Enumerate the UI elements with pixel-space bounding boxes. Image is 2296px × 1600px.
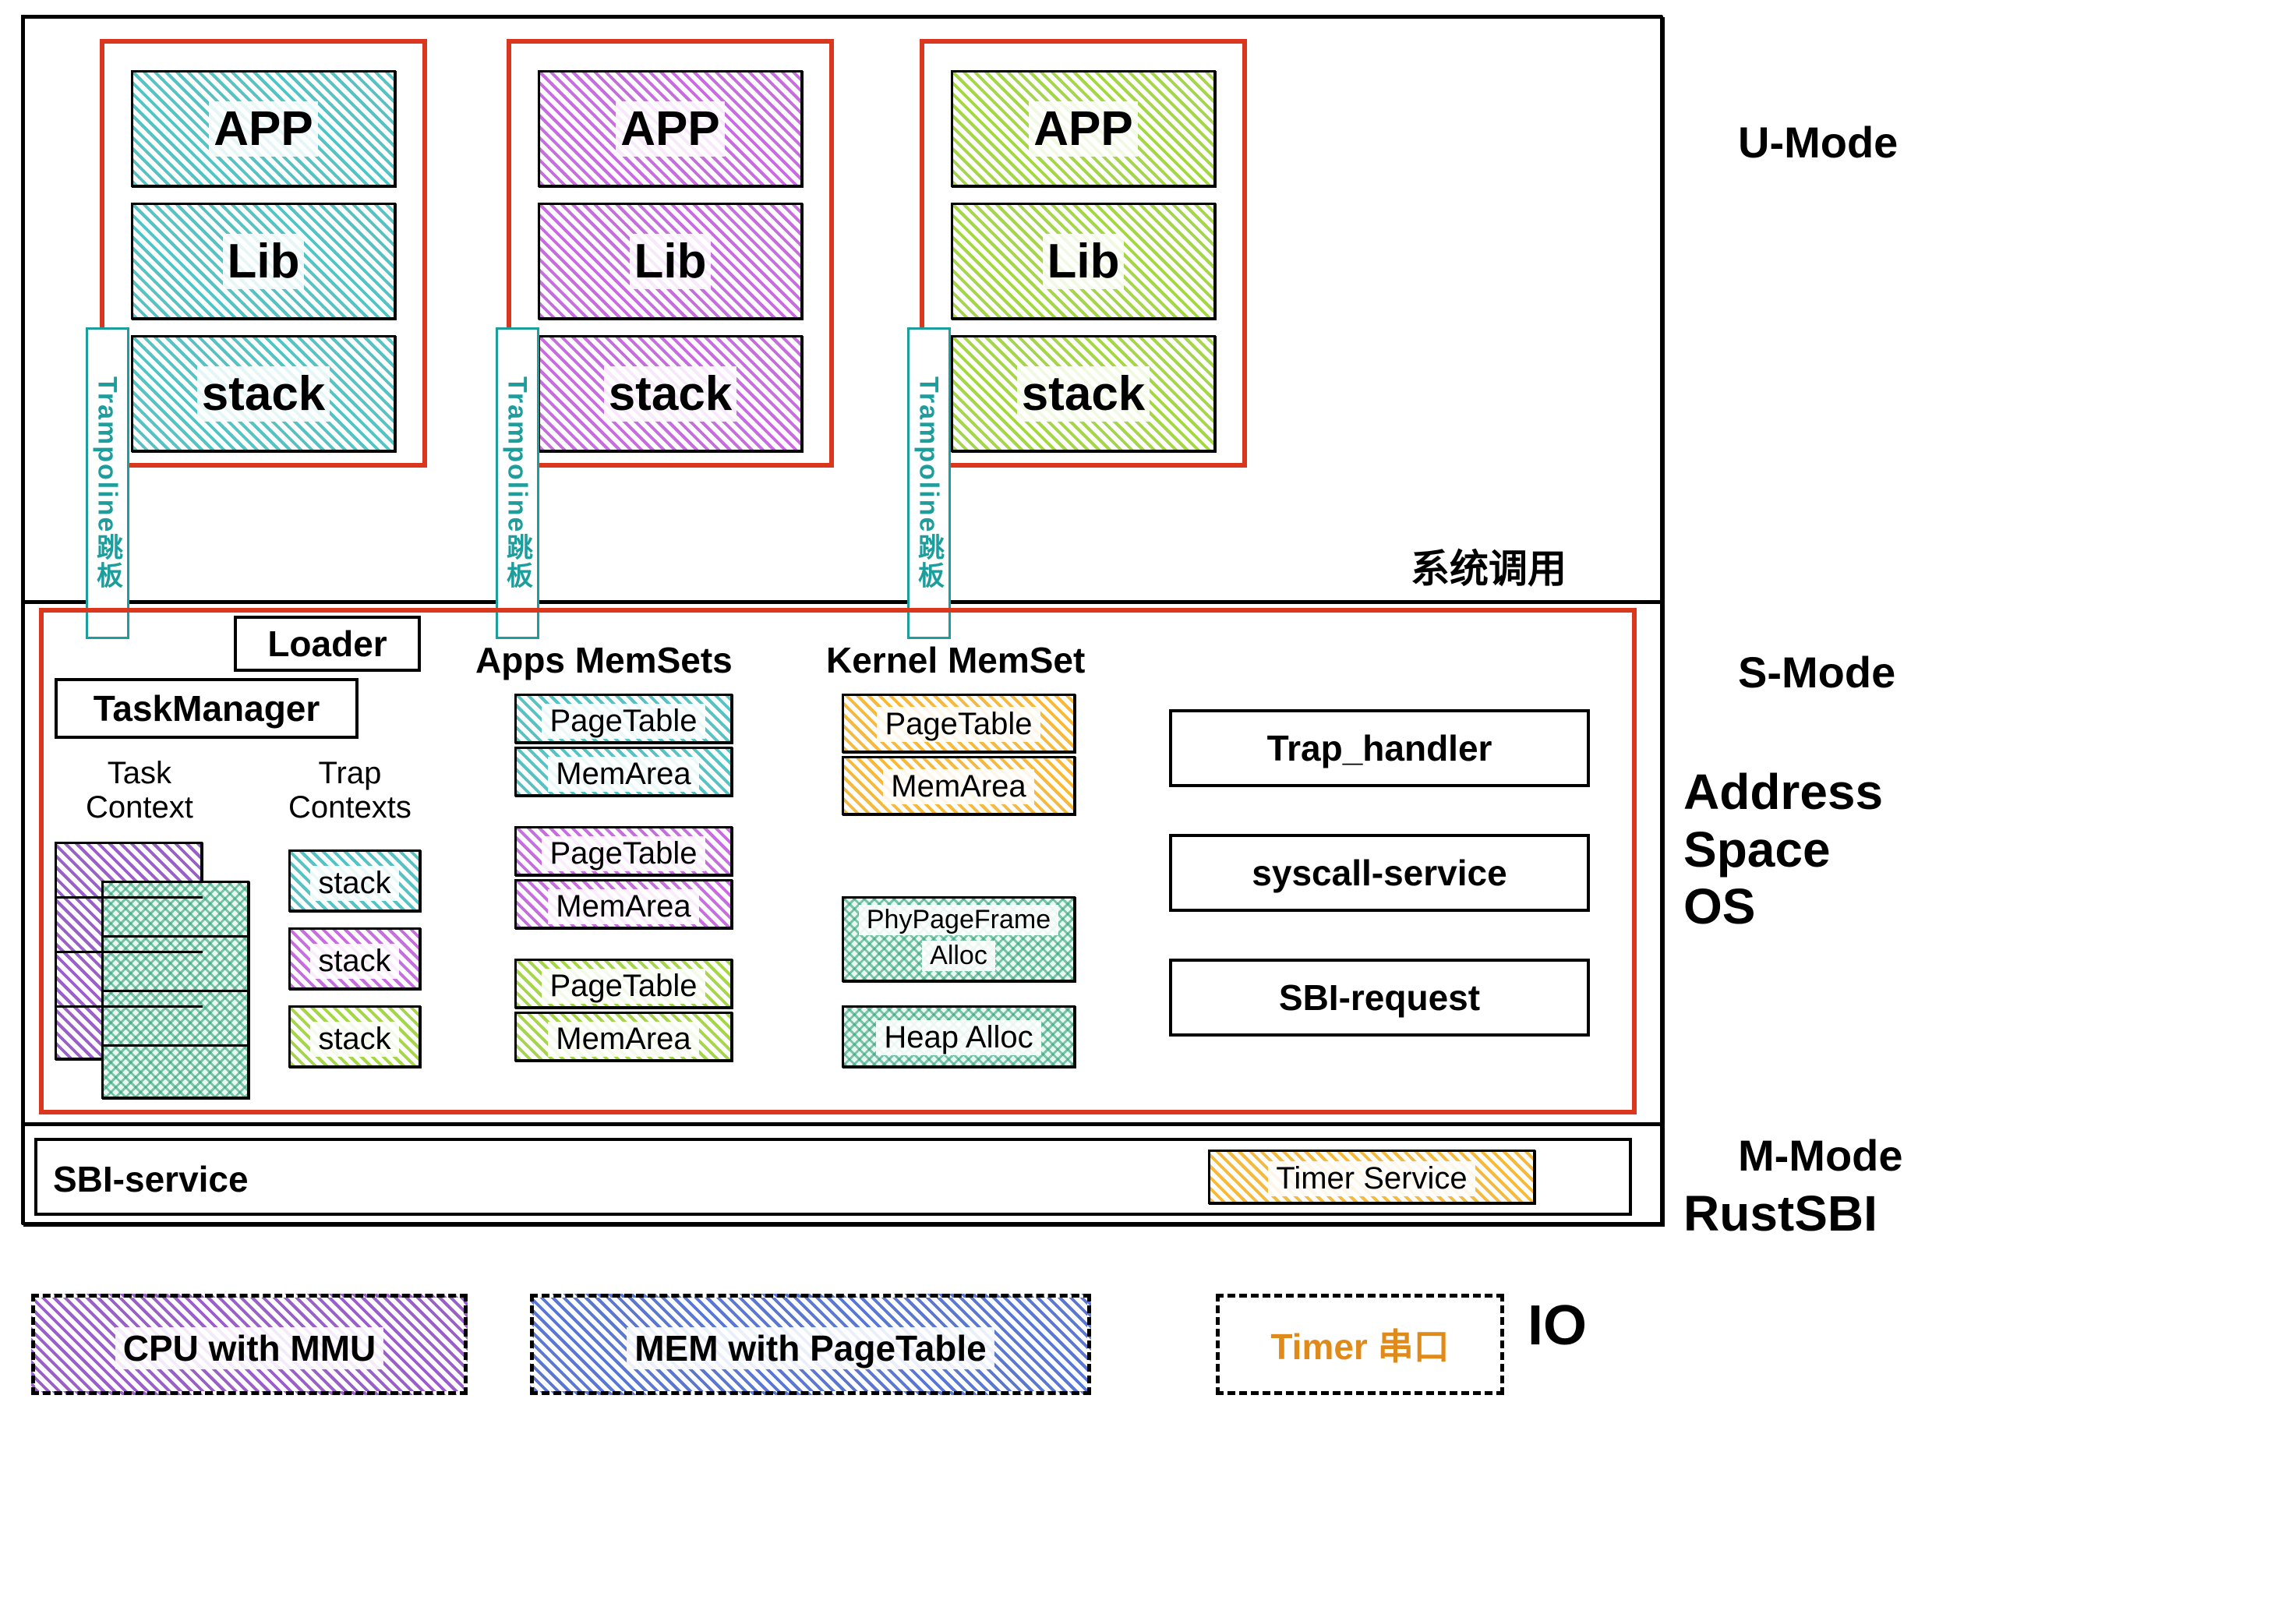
loader-box: Loader — [234, 616, 421, 672]
app1-app-label: APP — [209, 101, 317, 157]
s-mode-label: S-Mode — [1738, 647, 1895, 698]
memset1-page-label: PageTable — [542, 704, 705, 739]
memset3-area-label: MemArea — [548, 1022, 698, 1057]
cpu-box: CPU with MMU — [31, 1294, 468, 1395]
task-manager-label: TaskManager — [94, 687, 320, 729]
rustsbi-label: RustSBI — [1683, 1185, 1877, 1242]
mem-label: MEM with PageTable — [627, 1327, 994, 1369]
memset1-page: PageTable — [514, 694, 733, 743]
divider-u-s — [22, 600, 1663, 604]
trap-stack-2: stack — [288, 927, 421, 990]
memset3-page-label: PageTable — [542, 969, 705, 1004]
memset2-area-label: MemArea — [548, 889, 698, 924]
kernel-area: MemArea — [842, 756, 1076, 815]
phy-frame-l2: Alloc — [922, 941, 995, 971]
trap-stack-2-label: stack — [310, 944, 398, 979]
heap-alloc: Heap Alloc — [842, 1005, 1076, 1068]
app1-stack: stack — [131, 335, 396, 452]
trap-stack-1: stack — [288, 849, 421, 912]
trap-stack-1-label: stack — [310, 866, 398, 901]
trampoline-2: Trampoline跳板 — [496, 327, 539, 639]
app2-lib-label: Lib — [630, 234, 712, 289]
app2-app-label: APP — [616, 101, 724, 157]
addr-space-line3: OS — [1683, 878, 1883, 936]
task-context-title: Task Context — [86, 756, 193, 825]
app1-stack-label: stack — [197, 366, 330, 422]
loader-label: Loader — [267, 623, 387, 665]
memset2-area: MemArea — [514, 879, 733, 929]
kernel-page: PageTable — [842, 694, 1076, 753]
app3-app: APP — [951, 70, 1216, 187]
io-label: IO — [1528, 1294, 1587, 1358]
app3-stack-label: stack — [1017, 366, 1150, 422]
trampoline-2-text: Trampoline跳板 — [499, 376, 537, 589]
trampoline-3-text: Trampoline跳板 — [910, 376, 948, 589]
diagram-canvas: U-Mode 系统调用 APP Lib stack APP Lib stack … — [0, 0, 2296, 1600]
app3-lib-label: Lib — [1043, 234, 1125, 289]
syscall-label: 系统调用 — [1411, 538, 1567, 594]
phy-frame-l1: PhyPageFrame — [859, 905, 1058, 935]
timer-io-box: Timer 串口 — [1216, 1294, 1504, 1395]
mem-box: MEM with PageTable — [530, 1294, 1091, 1395]
kernel-area-label: MemArea — [883, 769, 1033, 804]
app2-stack-label: stack — [604, 366, 737, 422]
app3-lib: Lib — [951, 203, 1216, 320]
m-mode-label: M-Mode — [1738, 1130, 1903, 1181]
kernel-page-label: PageTable — [877, 707, 1040, 742]
timer-service-box: Timer Service — [1208, 1150, 1535, 1204]
u-mode-label: U-Mode — [1738, 117, 1898, 168]
memset2-page-label: PageTable — [542, 836, 705, 871]
trap-stack-3: stack — [288, 1005, 421, 1068]
divider-s-m — [22, 1122, 1663, 1126]
memset2-page: PageTable — [514, 826, 733, 876]
task-ctx-rows — [55, 842, 249, 1099]
timer-service-label: Timer Service — [1268, 1161, 1475, 1196]
kernel-memset-title: Kernel MemSet — [826, 639, 1085, 681]
trampoline-1-text: Trampoline跳板 — [89, 376, 127, 589]
app2-stack: stack — [538, 335, 803, 452]
addr-space-line1: Address — [1683, 764, 1883, 821]
app3-app-label: APP — [1029, 101, 1137, 157]
memset1-area-label: MemArea — [548, 757, 698, 792]
cpu-label: CPU with MMU — [115, 1327, 384, 1369]
syscall-service-box: syscall-service — [1169, 834, 1590, 912]
apps-memsets-title: Apps MemSets — [475, 639, 733, 681]
memset1-area: MemArea — [514, 747, 733, 796]
app1-lib: Lib — [131, 203, 396, 320]
sbi-request-box: SBI-request — [1169, 959, 1590, 1037]
addr-space-os-label: Address Space OS — [1683, 764, 1883, 936]
trap-contexts-title: Trap Contexts — [288, 756, 412, 825]
timer-io-label: Timer 串口 — [1270, 1319, 1449, 1370]
app1-app: APP — [131, 70, 396, 187]
trap-ctx-t2: Contexts — [288, 790, 412, 825]
app3-stack: stack — [951, 335, 1216, 452]
trap-handler-box: Trap_handler — [1169, 709, 1590, 787]
sbi-request-label: SBI-request — [1279, 977, 1480, 1019]
heap-alloc-label: Heap Alloc — [876, 1020, 1040, 1055]
trap-ctx-t1: Trap — [288, 756, 412, 790]
task-context-t1: Task — [86, 756, 193, 790]
memset3-page: PageTable — [514, 959, 733, 1008]
syscall-service-label: syscall-service — [1252, 852, 1507, 894]
memset3-area: MemArea — [514, 1012, 733, 1061]
sbi-service-label: SBI-service — [53, 1158, 249, 1200]
task-manager-box: TaskManager — [55, 678, 359, 739]
app2-lib: Lib — [538, 203, 803, 320]
task-context-t2: Context — [86, 790, 193, 825]
phy-frame-alloc: PhyPageFrame Alloc — [842, 896, 1076, 982]
addr-space-line2: Space — [1683, 821, 1883, 879]
app2-app: APP — [538, 70, 803, 187]
app1-lib-label: Lib — [223, 234, 305, 289]
trap-handler-label: Trap_handler — [1267, 727, 1492, 769]
trap-stack-3-label: stack — [310, 1022, 398, 1057]
trampoline-3: Trampoline跳板 — [907, 327, 951, 639]
trampoline-1: Trampoline跳板 — [86, 327, 129, 639]
